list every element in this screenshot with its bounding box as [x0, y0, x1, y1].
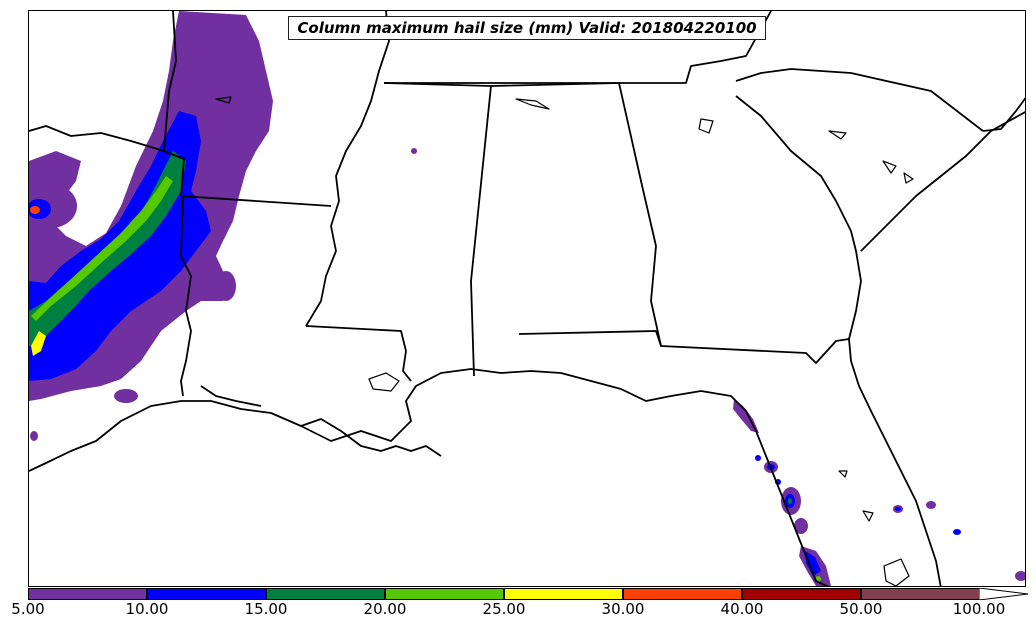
colorbar-extension-arrow — [979, 588, 1028, 600]
colorbar-segment — [147, 588, 266, 600]
state-border — [518, 330, 850, 364]
hail-contour-lime — [31, 176, 173, 321]
lake-outline — [368, 372, 400, 392]
state-border — [305, 325, 412, 382]
map-canvas — [29, 11, 1025, 586]
colorbar-segment — [742, 588, 861, 600]
hail-cell-blue — [953, 529, 961, 535]
state-border — [180, 195, 332, 207]
map-panel — [28, 10, 1026, 587]
state-border — [163, 11, 185, 197]
colorbar-tick-label: 5.00 — [11, 600, 45, 618]
lake-outline — [215, 96, 232, 104]
hail-contour-blue — [805, 551, 821, 576]
state-border — [490, 82, 662, 347]
colorbar-tick-label: 100.00 — [952, 600, 1006, 618]
state-border — [735, 95, 862, 340]
lake-outline — [903, 172, 914, 184]
colorbar-tick-label: 30.00 — [601, 600, 645, 618]
hail-field-west — [29, 11, 417, 441]
lake-outline — [862, 510, 874, 522]
hail-cell-purple — [926, 501, 936, 509]
lake-outline — [838, 470, 848, 478]
hail-cell-blue — [755, 455, 761, 461]
colorbar-tick-label: 25.00 — [482, 600, 526, 618]
coastline — [300, 418, 442, 457]
colorbar-segment — [861, 588, 980, 600]
state-border — [383, 82, 492, 377]
hail-cell-purple — [411, 148, 417, 154]
hail-contour-yellow — [31, 331, 46, 356]
coastline — [29, 368, 829, 586]
state-border — [29, 125, 165, 152]
hail-cell-purple — [114, 389, 138, 403]
lake-outline — [828, 130, 847, 140]
hail-cell-green — [788, 498, 792, 504]
coastline — [200, 385, 262, 407]
colorbar-tick-label: 50.00 — [839, 600, 883, 618]
lake-outline — [698, 118, 714, 134]
colorbar-tick-label: 20.00 — [363, 600, 407, 618]
hail-cell-purple — [30, 431, 38, 441]
lake-outline — [883, 558, 910, 586]
river-border — [305, 11, 390, 327]
coastline — [860, 111, 1025, 252]
state-border — [180, 195, 192, 397]
colorbar-segment — [266, 588, 385, 600]
hail-cell-purple — [794, 518, 808, 534]
state-border — [735, 68, 984, 132]
map-borders — [29, 11, 1025, 586]
colorbar-tick-label: 40.00 — [720, 600, 764, 618]
hail-cell-blue — [29, 199, 51, 219]
state-border — [384, 11, 772, 84]
lake-outline — [882, 160, 897, 174]
hail-cell-purple — [1015, 571, 1025, 581]
hail-cell-blue — [895, 507, 901, 511]
colorbar-tick-label: 10.00 — [125, 600, 169, 618]
colorbar — [28, 588, 1028, 600]
colorbar-segment — [623, 588, 742, 600]
lake-outline — [515, 98, 550, 110]
colorbar-segment — [28, 588, 147, 600]
coastline — [982, 97, 1025, 132]
coastline — [848, 338, 942, 586]
colorbar-tick-label: 15.00 — [244, 600, 288, 618]
hail-cell-orange — [30, 206, 40, 214]
hail-cell-purple — [216, 271, 236, 301]
hail-contour-green — [29, 151, 186, 346]
colorbar-segment — [385, 588, 504, 600]
map-title: Column maximum hail size (mm) Valid: 201… — [288, 16, 766, 40]
colorbar-segment — [504, 588, 623, 600]
